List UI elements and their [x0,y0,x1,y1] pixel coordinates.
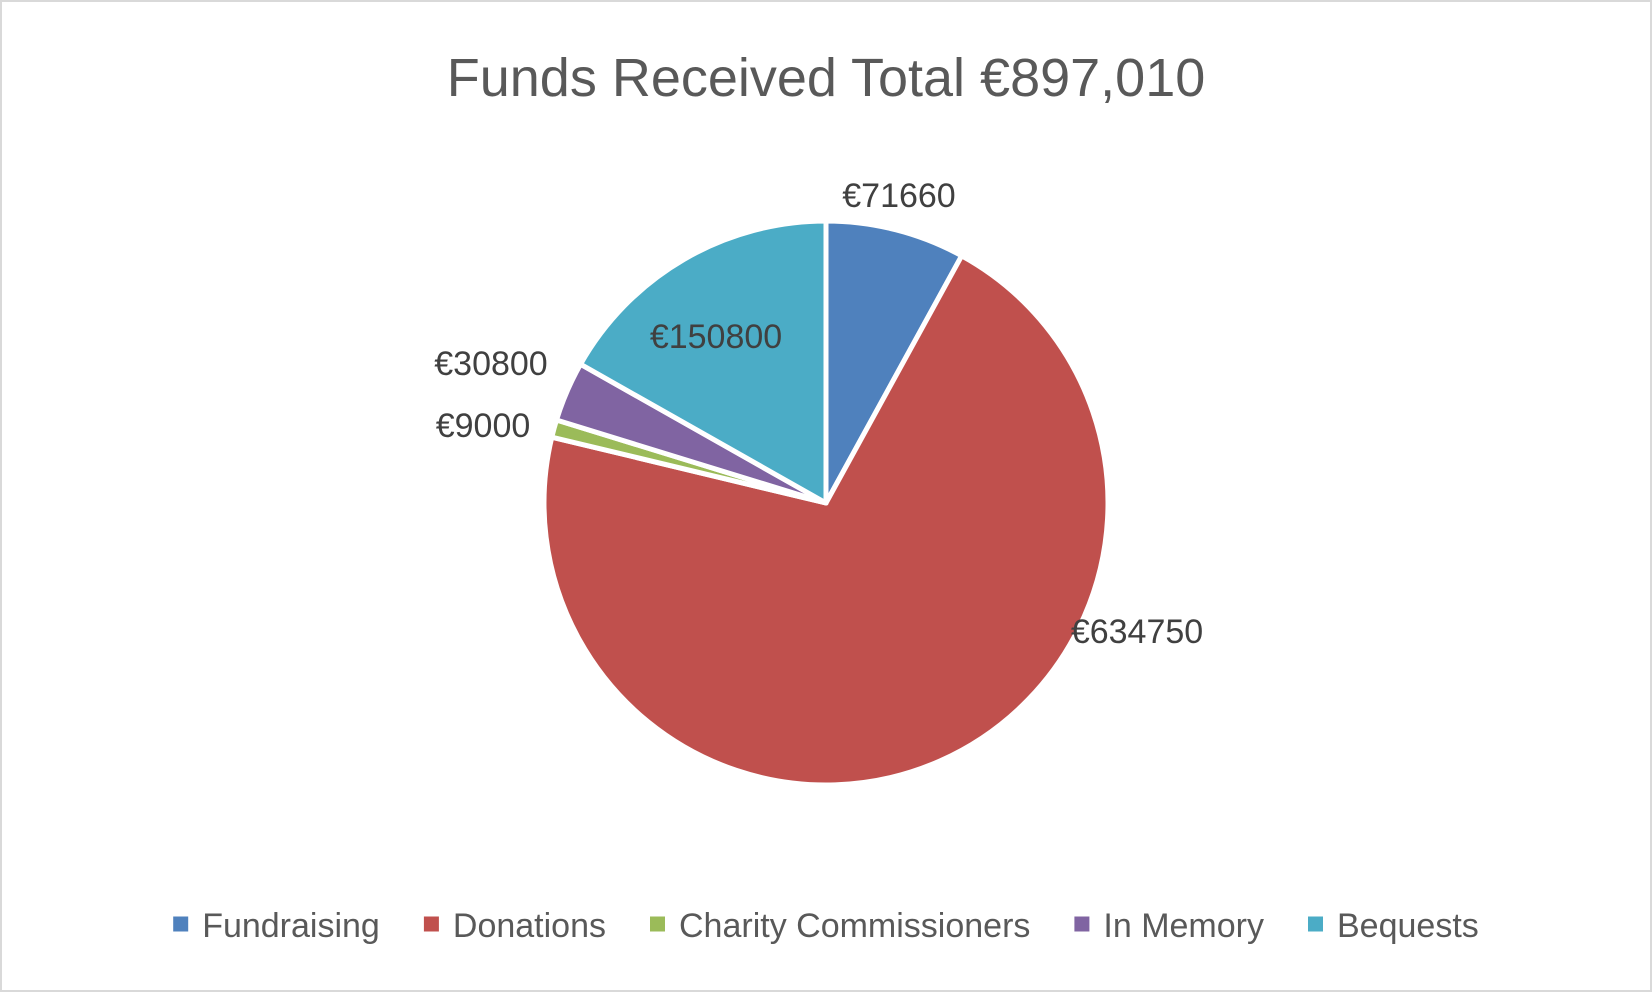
data-label-donations: €634750 [1071,613,1203,651]
legend-label-donations: Donations [453,907,606,945]
data-label-charity-commissioners: €9000 [436,407,531,445]
pie-slice-fundraising [823,218,965,506]
pie-data-labels: €71660 €634750 €9000 €30800 €150800 [434,177,1203,651]
data-label-in-memory: €30800 [434,345,547,383]
legend-label-bequests: Bequests [1337,907,1479,945]
pie-slice-bequests [578,218,829,506]
legend-swatch-in-memory [1074,916,1090,932]
legend-label-fundraising: Fundraising [202,907,380,945]
legend-item-bequests: Bequests [1308,907,1479,945]
legend-swatch-fundraising [173,916,189,932]
legend-item-fundraising: Fundraising [173,907,380,945]
legend-item-in-memory: In Memory [1074,907,1264,945]
chart-title: Funds Received Total €897,010 [447,48,1206,108]
pie-slices [541,218,1111,788]
chart-legend: Fundraising Donations Charity Commissioner… [173,907,1479,945]
legend-label-charity-commissioners: Charity Commissioners [679,907,1030,945]
data-label-fundraising: €71660 [842,177,955,215]
legend-item-donations: Donations [423,907,606,945]
legend-swatch-donations [423,916,439,932]
legend-swatch-charity-commissioners [650,916,665,932]
legend-swatch-bequests [1308,916,1323,932]
legend-item-charity-commissioners: Charity Commissioners [650,907,1030,945]
data-label-bequests: €150800 [650,318,782,356]
pie-slice-donations [541,253,1111,788]
legend-label-in-memory: In Memory [1103,907,1264,945]
